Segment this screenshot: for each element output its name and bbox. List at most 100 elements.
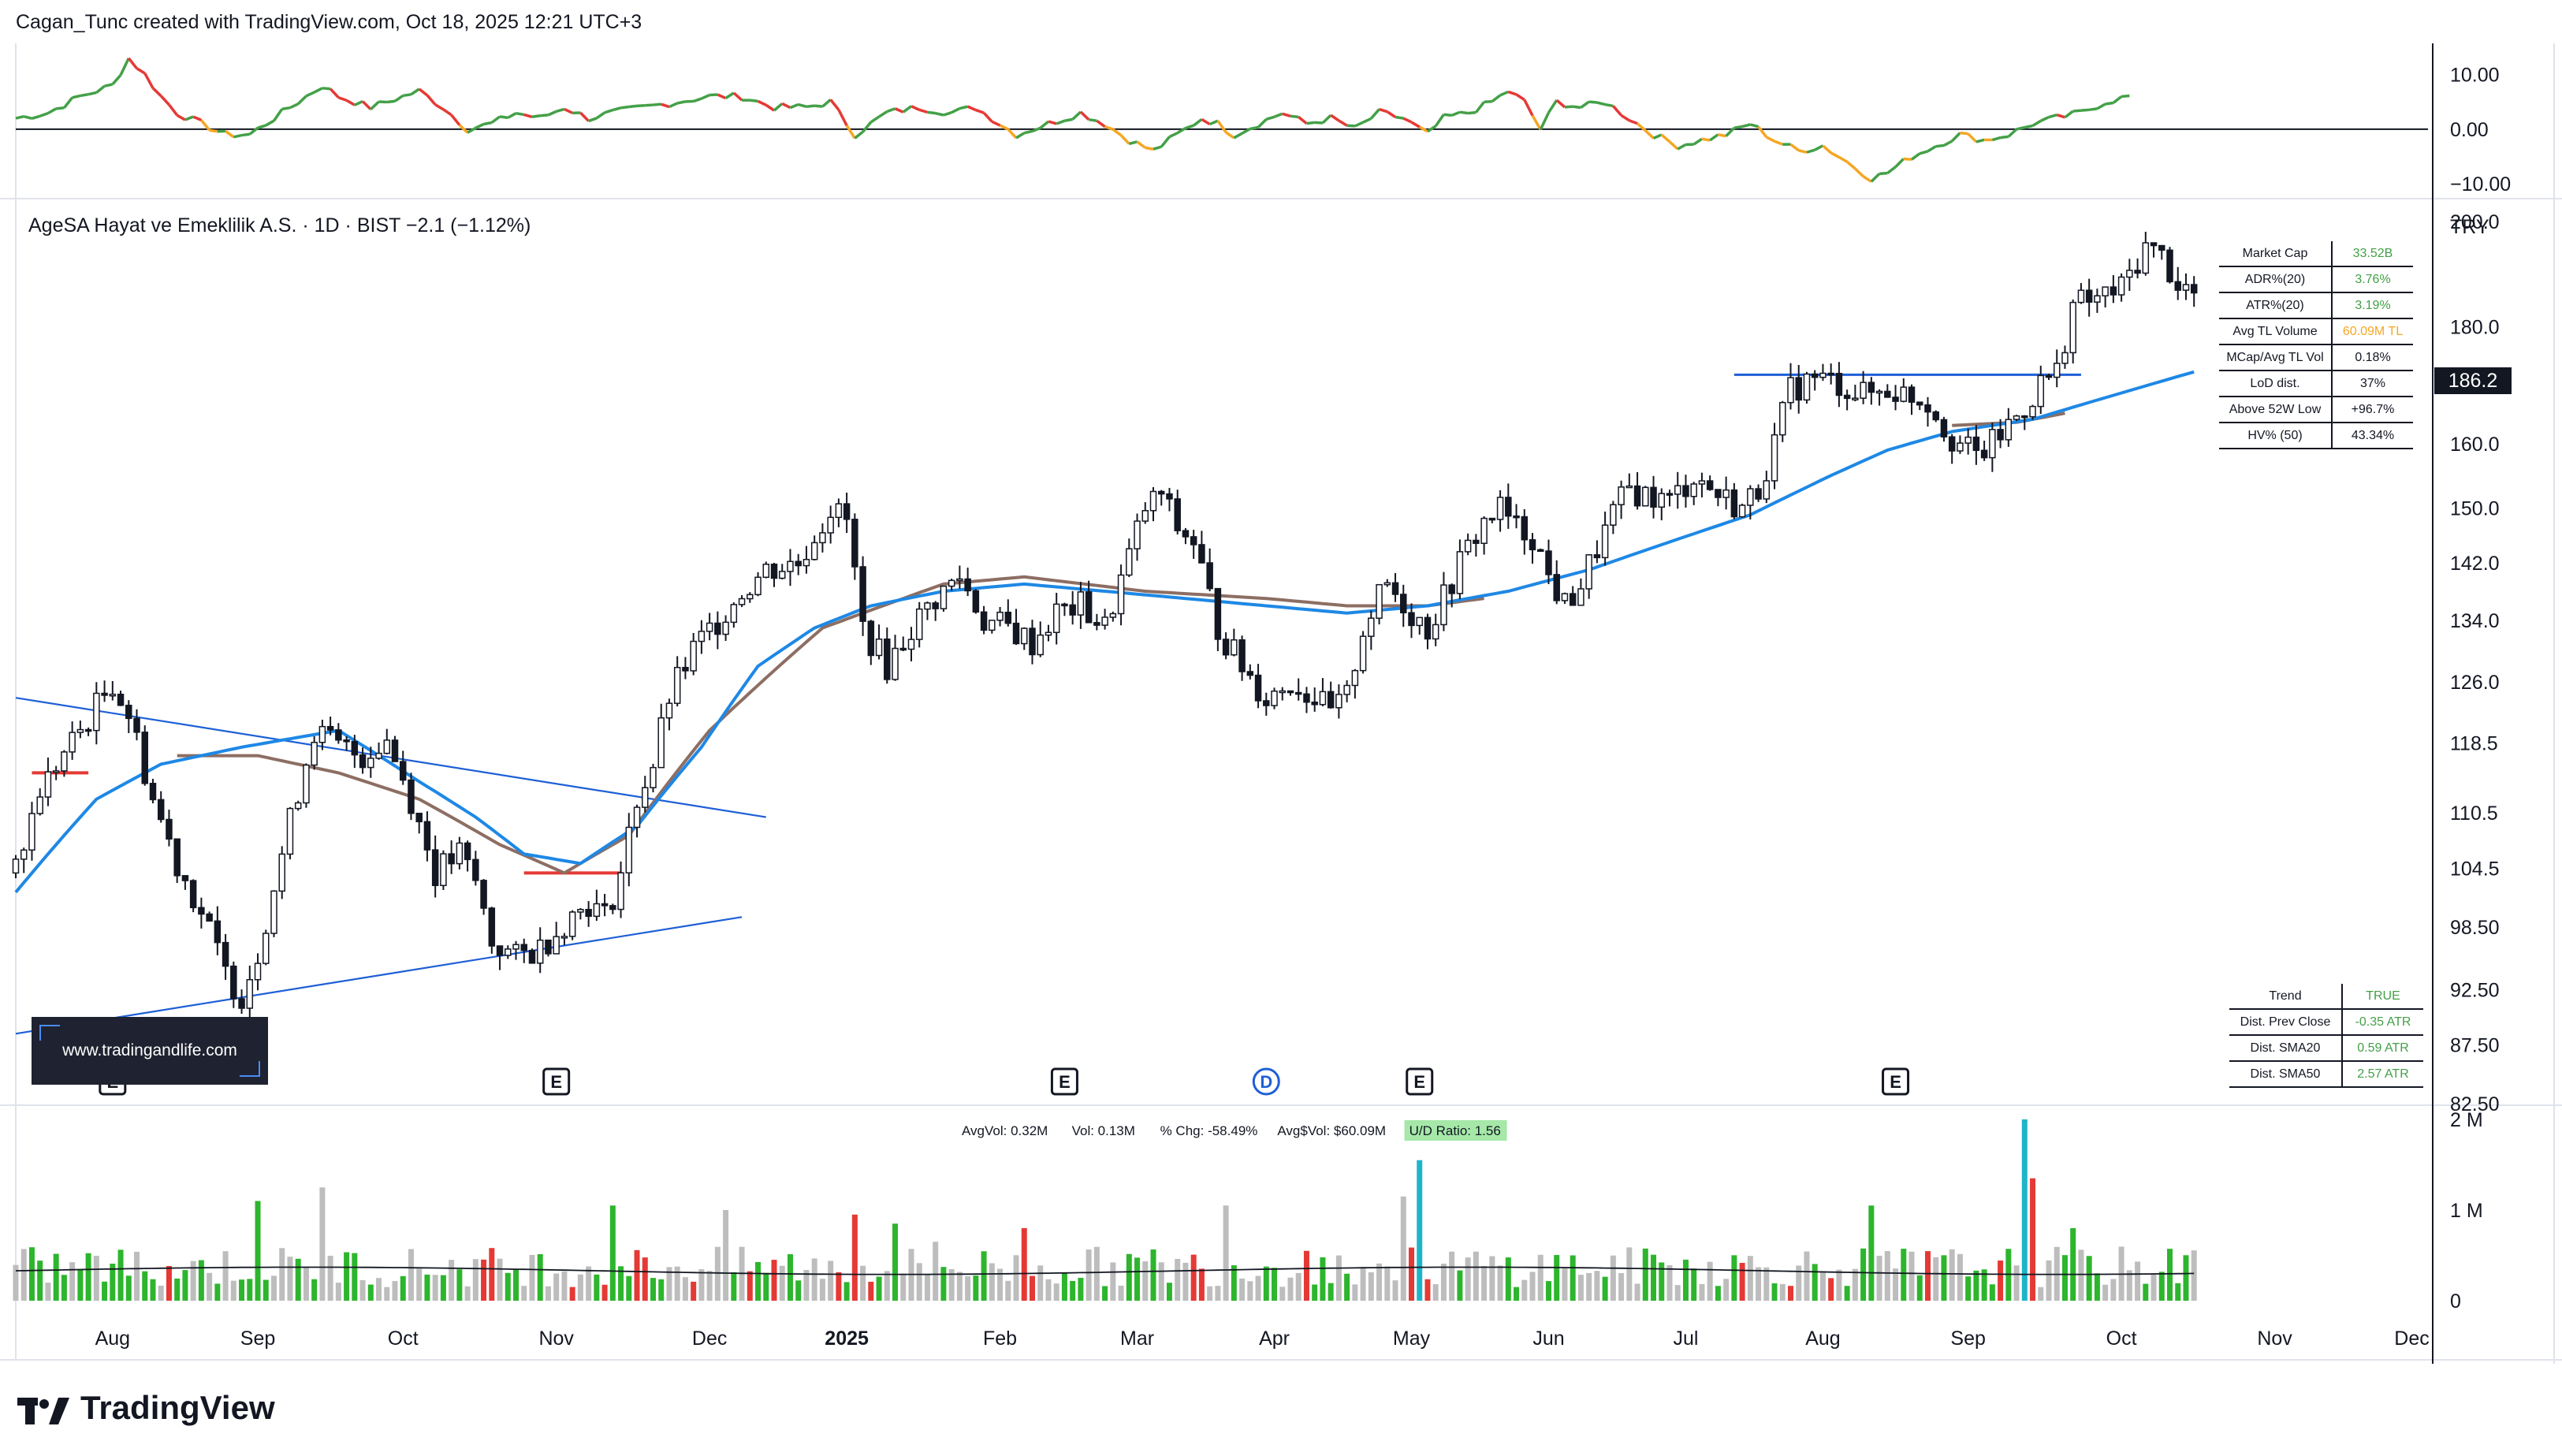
oscillator-segment — [1968, 134, 1976, 142]
oscillator-segment — [1073, 112, 1081, 120]
volume-bar — [877, 1276, 882, 1301]
candle-body — [1134, 521, 1140, 549]
currency-label[interactable]: TRY — [2450, 216, 2489, 239]
oscillator-segment — [1976, 140, 1984, 142]
candle-body — [1973, 438, 1979, 451]
oscillator-segment — [1403, 118, 1411, 122]
oscillator-segment — [435, 105, 443, 110]
candle-body — [635, 807, 640, 827]
oscillator-segment — [1904, 159, 1912, 160]
oscillator-segment — [338, 98, 346, 100]
oscillator-segment — [1323, 115, 1331, 123]
volume-bar — [1828, 1278, 1834, 1301]
candle-body — [2127, 270, 2132, 277]
watermark[interactable]: www.tradingandlife.com — [32, 1017, 268, 1085]
volume-bar — [207, 1273, 212, 1301]
volume-bar — [868, 1282, 873, 1301]
candle-body — [1102, 617, 1108, 625]
volume-bar — [578, 1275, 583, 1301]
volume-bar — [1666, 1265, 1672, 1301]
volume-bar — [449, 1260, 454, 1301]
oscillator-segment — [831, 99, 839, 110]
candle-body — [303, 765, 309, 802]
oscillator-segment — [1298, 117, 1306, 123]
volume-bar — [158, 1286, 164, 1301]
candle-body — [360, 755, 366, 768]
volume-bar — [1441, 1264, 1447, 1301]
candle-body — [2143, 243, 2148, 273]
volume-bar — [279, 1248, 285, 1301]
oscillator-segment — [1290, 116, 1298, 117]
candle-body — [2030, 407, 2035, 417]
volume-bar — [1256, 1275, 1261, 1301]
brand[interactable]: TradingView — [17, 1389, 275, 1427]
oscillator-segment — [1201, 119, 1209, 124]
oscillator-segment — [959, 106, 967, 108]
candle-body — [1965, 438, 1971, 443]
oscillator-segment — [1250, 127, 1258, 128]
volume-bar — [820, 1279, 825, 1301]
candle-body — [1272, 691, 1277, 706]
candle-body — [368, 758, 374, 768]
volume-bar — [223, 1251, 229, 1301]
oscillator-segment — [88, 92, 96, 94]
oscillator-segment — [580, 113, 588, 121]
volume-bar — [311, 1279, 317, 1301]
volume-bar — [1094, 1247, 1100, 1301]
oscillator-segment — [1380, 110, 1387, 112]
oscillator-segment — [1476, 102, 1484, 112]
candle-body — [1957, 443, 1963, 451]
volume-bar — [642, 1257, 648, 1301]
tradingview-logo-icon — [17, 1395, 69, 1421]
event-marker-label: E — [550, 1072, 562, 1092]
oscillator-segment — [2041, 117, 2049, 121]
candle-body — [1933, 412, 1938, 420]
oscillator-segment — [443, 110, 451, 115]
candle-body — [868, 621, 873, 655]
candle-body — [900, 649, 906, 650]
candle-body — [2159, 246, 2165, 251]
oscillator-segment — [605, 110, 613, 113]
oscillator-segment — [1710, 135, 1718, 140]
oscillator-segment — [1694, 139, 1702, 144]
candle-body — [1578, 589, 1584, 605]
volume-bar — [1860, 1249, 1866, 1301]
oscillator-segment — [863, 122, 871, 132]
candle-body — [1199, 545, 1205, 563]
candle-body — [134, 718, 140, 732]
volume-bar — [2078, 1249, 2083, 1301]
oscillator-segment — [56, 108, 64, 109]
event-marker-label: E — [1890, 1072, 1901, 1092]
sma-fast-line — [16, 372, 2194, 892]
volume-bar — [1772, 1283, 1778, 1301]
volume-bar — [1546, 1281, 1551, 1301]
volume-bar — [134, 1252, 140, 1301]
oscillator-segment — [1492, 95, 1500, 102]
volume-bar — [182, 1270, 188, 1301]
stats-key: Above 52W Low — [2219, 397, 2332, 423]
candle-body — [1175, 499, 1180, 531]
candle-body — [691, 642, 696, 671]
oscillator-segment — [1565, 106, 1573, 107]
candle-body — [481, 881, 486, 908]
price-tick-label: 134.0 — [2450, 610, 2500, 632]
symbol-legend[interactable]: AgeSA Hayat ve Emeklilik A.S. · 1D · BIS… — [28, 214, 531, 237]
candle-body — [2005, 419, 2011, 440]
price-tick-label: 118.5 — [2450, 732, 2498, 754]
volume-bar — [1361, 1268, 1366, 1301]
volume-info-text: AvgVol: 0.32M — [962, 1123, 1048, 1138]
candle-body — [763, 564, 769, 578]
candle-body — [489, 908, 494, 946]
candle-body — [1845, 395, 1850, 398]
volume-bar — [635, 1250, 640, 1301]
candle-body — [2014, 416, 2020, 419]
volume-bar — [1949, 1249, 1955, 1301]
volume-bar — [1603, 1277, 1608, 1301]
stats-row: HV% (50)43.34% — [2219, 423, 2413, 449]
volume-bar — [1344, 1274, 1350, 1301]
candle-body — [247, 980, 252, 1008]
candle-body — [538, 940, 543, 963]
volume-bar — [1473, 1252, 1479, 1301]
volume-bar — [940, 1267, 946, 1301]
